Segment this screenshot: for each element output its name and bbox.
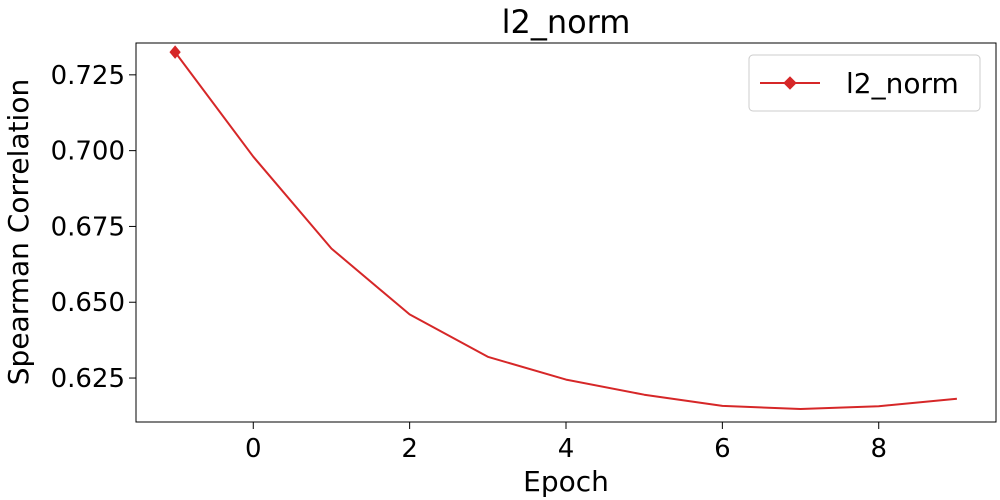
data-point-marker	[169, 45, 181, 59]
x-tick-label: 0	[245, 434, 262, 464]
y-tick-label: 0.700	[51, 137, 125, 167]
y-tick-label: 0.675	[51, 212, 125, 242]
x-axis-label: Epoch	[523, 465, 609, 498]
y-axis-label: Spearman Correlation	[2, 79, 35, 385]
legend: l2_norm	[748, 54, 981, 112]
y-axis-ticks: 0.625 0.650 0.675 0.700 0.725	[51, 61, 136, 394]
chart-title: l2_norm	[502, 3, 631, 41]
y-tick-label: 0.650	[51, 288, 125, 318]
x-tick-label: 8	[870, 434, 887, 464]
legend-label: l2_norm	[846, 67, 959, 100]
x-axis-ticks: 0 2 4 6 8	[245, 422, 887, 464]
legend-diamond-marker	[783, 76, 797, 90]
x-tick-label: 2	[401, 434, 418, 464]
y-tick-label: 0.625	[51, 364, 125, 394]
y-tick-label: 0.725	[51, 61, 125, 91]
plot-marks	[169, 45, 957, 410]
x-tick-label: 4	[558, 434, 575, 464]
x-tick-label: 6	[714, 434, 731, 464]
series-line	[174, 51, 957, 410]
legend-box	[748, 54, 981, 112]
